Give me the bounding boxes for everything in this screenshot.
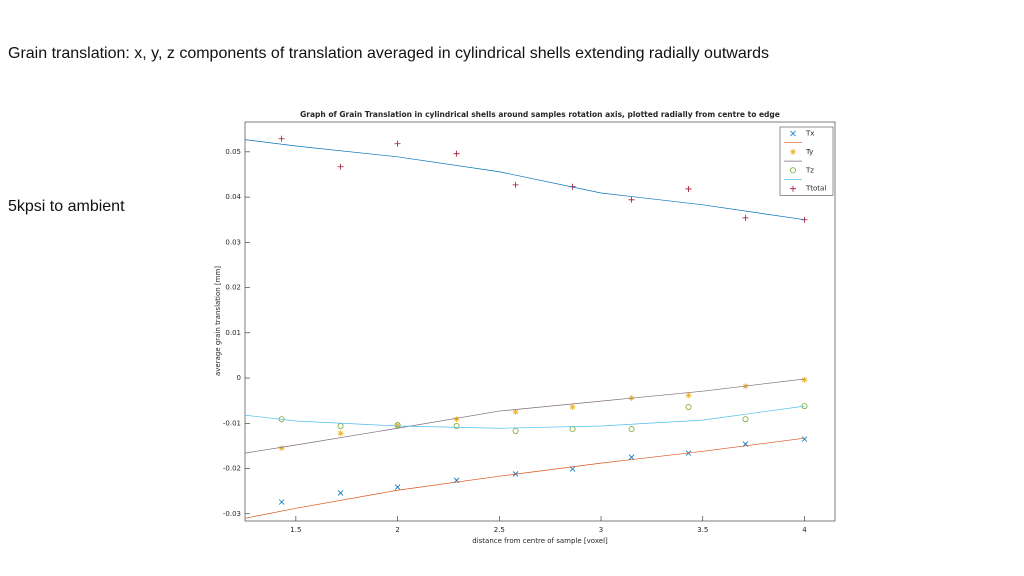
legend-label: Ty [805,148,813,156]
fit-line [244,437,805,519]
fit-line [244,405,805,429]
y-tick-label: 0 [237,374,241,382]
y-axis-label: average grain translation [mm] [214,266,222,376]
y-tick-label: -0.03 [223,510,241,518]
fit-line [244,378,805,454]
legend-label: Tz [805,166,814,174]
data-point [394,422,401,429]
y-tick-label: -0.01 [223,419,241,427]
data-point [512,427,519,434]
data-point [512,408,519,415]
data-point [394,422,401,429]
x-tick-label: 3.5 [697,526,708,534]
fit-line [244,139,805,221]
data-point [394,140,401,147]
data-point [742,416,749,423]
data-point [685,403,692,410]
data-point [628,454,635,460]
legend-swatch [790,167,797,174]
data-point [569,426,576,433]
y-tick-label: 0.03 [225,238,241,246]
data-point [278,445,285,452]
x-tick-label: 1.5 [290,526,301,534]
data-point [801,403,808,410]
y-tick-label: 0.02 [225,284,241,292]
x-tick-label: 2 [395,526,399,534]
data-point [337,430,344,437]
data-point [685,392,692,399]
data-point [337,490,344,496]
legend-label: Ttotal [805,185,826,193]
y-tick-label: -0.02 [223,465,241,473]
data-point [453,150,460,157]
y-tick-label: 0.05 [225,148,241,156]
data-point [512,181,519,188]
data-point [453,416,460,423]
x-axis-label: distance from centre of sample [voxel] [472,537,608,545]
data-point [337,422,344,429]
y-tick-label: 0.04 [225,193,241,201]
data-point [337,163,344,170]
plot-frame [244,121,836,522]
legend-swatch [790,148,796,155]
data-point [453,422,460,429]
data-point [278,135,285,142]
x-tick-label: 4 [802,526,807,534]
data-point [628,426,635,433]
y-tick-label: 0.01 [225,329,241,337]
legend-label: Tx [805,130,814,138]
slide-note: 5kpsi to ambient [8,198,125,215]
data-point [801,376,808,383]
data-point [742,214,749,221]
data-point [278,499,285,505]
data-point [628,196,635,203]
legend-swatch [790,185,796,192]
data-point [685,185,692,192]
chart-title: Graph of Grain Translation in cylindrica… [300,110,780,119]
x-tick-label: 3 [599,526,603,534]
data-point [801,436,808,442]
legend-swatch [790,130,796,137]
slide-heading: Grain translation: x, y, z components of… [8,45,769,62]
data-point [394,484,401,490]
x-tick-label: 2.5 [494,526,505,534]
data-point [569,404,576,410]
